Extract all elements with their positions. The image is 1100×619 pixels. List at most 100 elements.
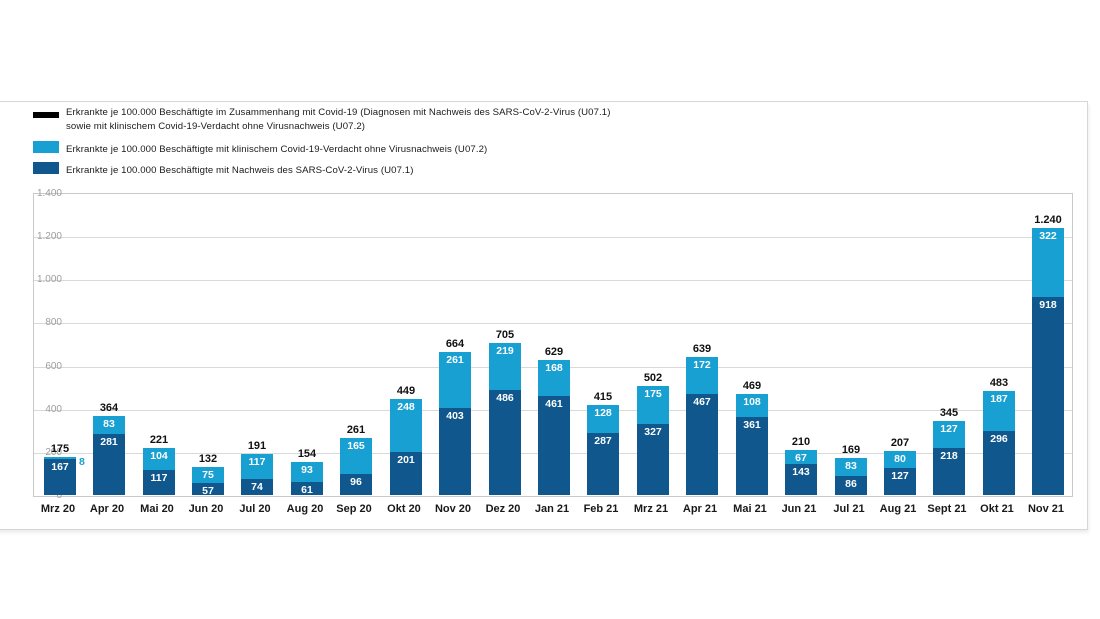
segment-value-label: 83 xyxy=(103,418,115,430)
bar-segment-suspected: 117 xyxy=(241,454,273,479)
bar-total-label: 221 xyxy=(149,434,169,446)
x-tick-label: Apr 21 xyxy=(682,503,718,515)
gridline xyxy=(34,237,1072,239)
bar-segment-confirmed: 74 xyxy=(241,479,273,495)
bar-segment-confirmed: 201 xyxy=(390,452,422,495)
x-tick-label: Feb 21 xyxy=(583,503,619,515)
bar-column: 168 461 xyxy=(538,360,570,495)
bar-segment-confirmed: 361 xyxy=(736,417,768,495)
bar-segment-suspected: 165 xyxy=(340,438,372,474)
bar-segment-suspected: 168 xyxy=(538,360,570,396)
bar-segment-confirmed: 57 xyxy=(192,483,224,497)
bar-column: 104 117 xyxy=(143,448,175,495)
legend-label-total-line2: sowie mit klinischem Covid-19-Verdacht o… xyxy=(66,121,366,132)
bar-segment-suspected: 93 xyxy=(291,462,323,482)
bar-column: 108 361 xyxy=(736,394,768,495)
bar-segment-suspected xyxy=(44,457,76,459)
y-tick-label: 0 xyxy=(56,490,62,501)
segment-value-label: 104 xyxy=(150,450,168,462)
segment-value-label: 74 xyxy=(251,481,263,493)
x-tick-label: Jan 21 xyxy=(534,503,570,515)
x-tick-label: Mrz 20 xyxy=(40,503,76,515)
bar-total-label: 483 xyxy=(989,377,1009,389)
x-tick-label: Jul 20 xyxy=(239,503,271,515)
bar-total-label: 664 xyxy=(445,338,465,350)
bar-column: 117 74 xyxy=(241,454,273,495)
segment-value-label: 96 xyxy=(350,476,362,488)
bar-segment-confirmed: 467 xyxy=(686,394,718,495)
x-tick-label: Dez 20 xyxy=(485,503,521,515)
bar-total-label: 364 xyxy=(99,402,119,414)
legend-swatch-total xyxy=(33,112,59,118)
segment-value-label: 143 xyxy=(792,466,810,478)
x-tick-label: Aug 20 xyxy=(286,503,324,515)
segment-value-label: 461 xyxy=(545,398,563,410)
bar-segment-confirmed: 218 xyxy=(933,448,965,495)
segment-value-label: 117 xyxy=(150,472,168,484)
bar-total-label: 261 xyxy=(346,424,366,436)
x-tick-label: Nov 21 xyxy=(1027,503,1065,515)
bar-segment-confirmed: 127 xyxy=(884,468,916,495)
bar-total-label: 345 xyxy=(939,407,959,419)
segment-value-label: 248 xyxy=(397,401,415,413)
segment-value-label: 86 xyxy=(845,478,857,490)
bar-column: 261 403 xyxy=(439,352,471,495)
bar-total-label: 207 xyxy=(890,437,910,449)
bar-segment-confirmed: 86 xyxy=(835,476,867,495)
bar-segment-suspected: 108 xyxy=(736,394,768,417)
segment-value-label: 201 xyxy=(397,454,415,466)
segment-value-label: 75 xyxy=(202,469,214,481)
bar-column: 127 218 xyxy=(933,421,965,495)
bar-segment-suspected: 83 xyxy=(835,458,867,476)
bar-column: 165 96 xyxy=(340,438,372,495)
bar-segment-suspected: 80 xyxy=(884,451,916,468)
bar-column: 83 281 xyxy=(93,416,125,495)
bar-segment-suspected: 67 xyxy=(785,450,817,464)
segment-value-label: 281 xyxy=(100,436,118,448)
bar-total-label: 469 xyxy=(742,380,762,392)
x-tick-label: Mai 20 xyxy=(140,503,174,515)
segment-value-label: 168 xyxy=(545,362,563,374)
bar-segment-confirmed: 486 xyxy=(489,390,521,495)
bar-column: 80 127 xyxy=(884,451,916,495)
bar-column: 219 486 xyxy=(489,343,521,495)
segment-value-label: 327 xyxy=(644,426,662,438)
y-tick-label: 400 xyxy=(45,403,62,415)
bar-total-label: 154 xyxy=(297,448,317,460)
bar-column: 128 287 xyxy=(587,405,619,495)
bar-column: 75 57 xyxy=(192,467,224,497)
segment-value-label: 175 xyxy=(644,388,662,400)
x-tick-label: Sep 20 xyxy=(336,503,372,515)
bar-total-label: 1.240 xyxy=(1034,214,1062,226)
bar-total-label: 210 xyxy=(791,436,811,448)
bar-total-label: 191 xyxy=(247,440,267,452)
bar-segment-suspected: 322 xyxy=(1032,228,1064,297)
bar-segment-confirmed: 461 xyxy=(538,396,570,495)
bar-column: 248 201 xyxy=(390,399,422,495)
segment-value-label: 218 xyxy=(940,450,958,462)
x-tick-label: Apr 20 xyxy=(89,503,125,515)
segment-value-label: 361 xyxy=(743,419,761,431)
segment-value-label: 261 xyxy=(446,354,464,366)
bar-total-label: 639 xyxy=(692,343,712,355)
bars-container: 8 167 175 83 281 364 104 117 221 75 57 132 117 74 191 9… xyxy=(35,195,1071,497)
bar-column: 167 xyxy=(44,457,76,495)
segment-value-label: 287 xyxy=(594,435,612,447)
segment-value-label: 165 xyxy=(347,440,365,452)
bar-column: 175 327 xyxy=(637,386,669,495)
bar-segment-confirmed: 296 xyxy=(983,431,1015,495)
segment-value-label: 296 xyxy=(990,433,1008,445)
segment-value-label: 128 xyxy=(594,407,612,419)
bar-total-label: 705 xyxy=(495,329,515,341)
segment-value-label: 172 xyxy=(693,359,711,371)
bar-segment-suspected: 219 xyxy=(489,343,521,390)
bar-segment-suspected: 248 xyxy=(390,399,422,452)
y-tick-label: 200 xyxy=(45,446,62,458)
x-tick-label: Mrz 21 xyxy=(633,503,669,515)
y-tick-label: 800 xyxy=(45,317,62,329)
bar-column: 322 918 xyxy=(1032,228,1064,495)
segment-value-label: 93 xyxy=(301,464,313,476)
bar-segment-suspected: 104 xyxy=(143,448,175,470)
plot-area: 0 200 400 600 800 1.000 1.200 1.400 8 167 175 83 28… xyxy=(33,188,1073,501)
segment-value-label: 918 xyxy=(1039,299,1057,311)
